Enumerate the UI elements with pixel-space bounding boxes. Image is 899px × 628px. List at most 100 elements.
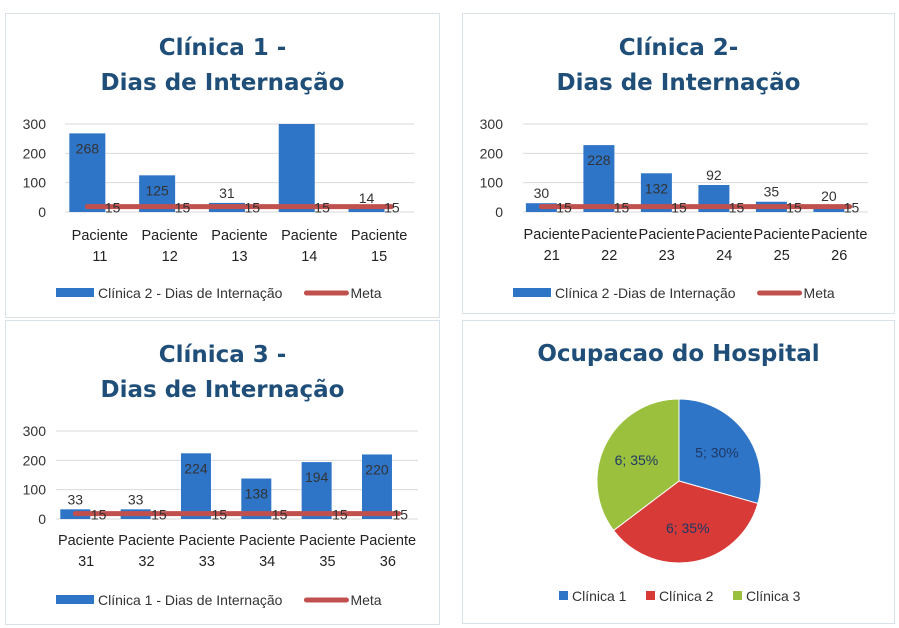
legend-label-meta: Meta [350, 285, 381, 301]
x-tick-label: 21 [544, 248, 560, 264]
pie-slice [678, 398, 762, 505]
legend-swatch [733, 591, 742, 600]
y-tick-label: 300 [480, 116, 504, 132]
pie-data-label: 6; 35% [666, 520, 710, 536]
bar-data-label: 268 [76, 140, 100, 156]
x-tick-label: 26 [831, 248, 847, 264]
y-tick-label: 200 [23, 452, 47, 468]
x-tick-label: 11 [92, 249, 107, 265]
meta-data-label: 15 [91, 507, 107, 523]
meta-data-label: 15 [786, 200, 802, 216]
chart-title-line1: Ocupacao do Hospital [537, 341, 820, 367]
meta-data-label: 15 [151, 507, 167, 523]
bar-data-label: 132 [645, 180, 669, 196]
x-tick-label: Paciente [179, 533, 235, 549]
bar-data-label: 194 [305, 469, 329, 485]
y-tick-label: 100 [480, 175, 504, 191]
chart-title: Clínica 3 - Dias de Internação [6, 338, 439, 408]
x-tick-label: Paciente [639, 227, 695, 243]
x-tick-label: 35 [319, 554, 335, 570]
y-tick-label: 300 [23, 116, 47, 132]
bar-data-label: 228 [587, 152, 611, 168]
legend-swatch-bar [513, 288, 551, 297]
bar-data-label: 35 [764, 184, 780, 200]
x-tick-label: Paciente [696, 227, 752, 243]
y-tick-label: 0 [495, 204, 503, 220]
x-tick-label: 22 [601, 248, 617, 264]
meta-data-label: 15 [844, 200, 860, 216]
y-tick-label: 0 [38, 511, 46, 527]
meta-data-label: 15 [671, 200, 687, 216]
bar [278, 124, 315, 212]
bar [69, 133, 106, 212]
meta-data-label: 15 [332, 507, 348, 523]
bar [180, 453, 211, 519]
chart-title-line1: Clínica 3 - [158, 342, 287, 368]
x-tick-label: Paciente [58, 533, 114, 549]
legend: Clínica 2 -Dias de Internação Meta [513, 285, 835, 301]
bar [583, 145, 615, 212]
x-tick-label: Paciente [72, 228, 128, 244]
legend: Clínica 1 - Dias de Internação Meta [56, 592, 382, 608]
chart-clinica-3-panel: Clínica 3 - Dias de Internação 0 100 200 30… [5, 320, 440, 625]
x-tick-label: 32 [138, 554, 154, 570]
pie-slice [596, 398, 680, 532]
y-tick-label: 100 [23, 482, 47, 498]
legend-swatch-bar [56, 595, 94, 604]
meta-data-label: 15 [245, 200, 261, 216]
legend-label-bars: Clínica 1 - Dias de Internação [98, 592, 283, 608]
bar-data-label: 20 [821, 188, 837, 204]
legend-label-bars: Clínica 2 - Dias de Internação [98, 285, 283, 301]
x-tick-label: 24 [716, 248, 732, 264]
chart-title: Ocupacao do Hospital [463, 337, 894, 372]
bar [348, 207, 385, 212]
legend-label-meta: Meta [350, 592, 381, 608]
x-tick-label: Paciente [211, 228, 267, 244]
chart-title-line2: Dias de Internação [556, 70, 801, 96]
bar-data-label: 14 [359, 190, 375, 206]
pie-slice [612, 480, 759, 564]
bar-chart-clinica-1: 0 100 200 300 268 Paciente 11 125 Paciente 12 31 Pa… [23, 116, 414, 301]
chart-title-line2: Dias de Internação [100, 377, 345, 403]
y-tick-label: 300 [23, 423, 47, 439]
bar [361, 454, 392, 519]
meta-data-label: 15 [272, 507, 288, 523]
meta-data-label: 15 [392, 507, 408, 523]
x-tick-label: 12 [162, 249, 178, 265]
bar-chart-clinica-3: 0 100 200 300 33 Paciente 31 33 Paciente 32 224 Pac… [23, 423, 418, 608]
legend-swatch [559, 591, 568, 600]
x-tick-label: 33 [199, 554, 215, 570]
legend-label: Clínica 1 [572, 588, 627, 604]
pie-data-label: 6; 35% [615, 452, 659, 468]
legend: Clínica 2 - Dias de Internação Meta [56, 285, 382, 301]
x-tick-label: Paciente [524, 227, 580, 243]
x-tick-label: 36 [380, 554, 396, 570]
x-tick-label: Paciente [581, 227, 637, 243]
x-tick-label: Paciente [281, 228, 337, 244]
x-tick-label: Paciente [299, 533, 355, 549]
meta-data-label: 15 [614, 200, 630, 216]
pie-legend: Clínica 1 Clínica 2 Clínica 3 [559, 588, 801, 604]
x-tick-label: Paciente [811, 227, 867, 243]
x-tick-label: 14 [301, 249, 317, 265]
bar-data-label: 33 [68, 491, 84, 507]
bar-data-label: 30 [534, 185, 550, 201]
meta-data-label: 15 [175, 200, 191, 216]
bar-data-label: 220 [365, 461, 389, 477]
meta-data-label: 15 [105, 200, 121, 216]
x-tick-label: Paciente [141, 228, 197, 244]
chart-title-line1: Clínica 1 - [158, 35, 287, 61]
chart-ocupacao-panel: Ocupacao do Hospital 5; 30% 6; 35% 6; 35% C… [462, 320, 895, 624]
legend-label-bars: Clínica 2 -Dias de Internação [555, 285, 736, 301]
legend-swatch-bar [56, 288, 94, 297]
x-tick-label: 23 [659, 248, 675, 264]
x-tick-label: Paciente [118, 533, 174, 549]
y-tick-label: 0 [38, 204, 46, 220]
legend-swatch [646, 591, 655, 600]
meta-data-label: 15 [556, 200, 572, 216]
x-tick-label: Paciente [360, 533, 416, 549]
pie-data-label: 5; 30% [695, 444, 739, 460]
y-tick-label: 100 [23, 175, 47, 191]
x-tick-label: Paciente [239, 533, 295, 549]
chart-title: Clínica 1 - Dias de Internação [6, 31, 439, 101]
